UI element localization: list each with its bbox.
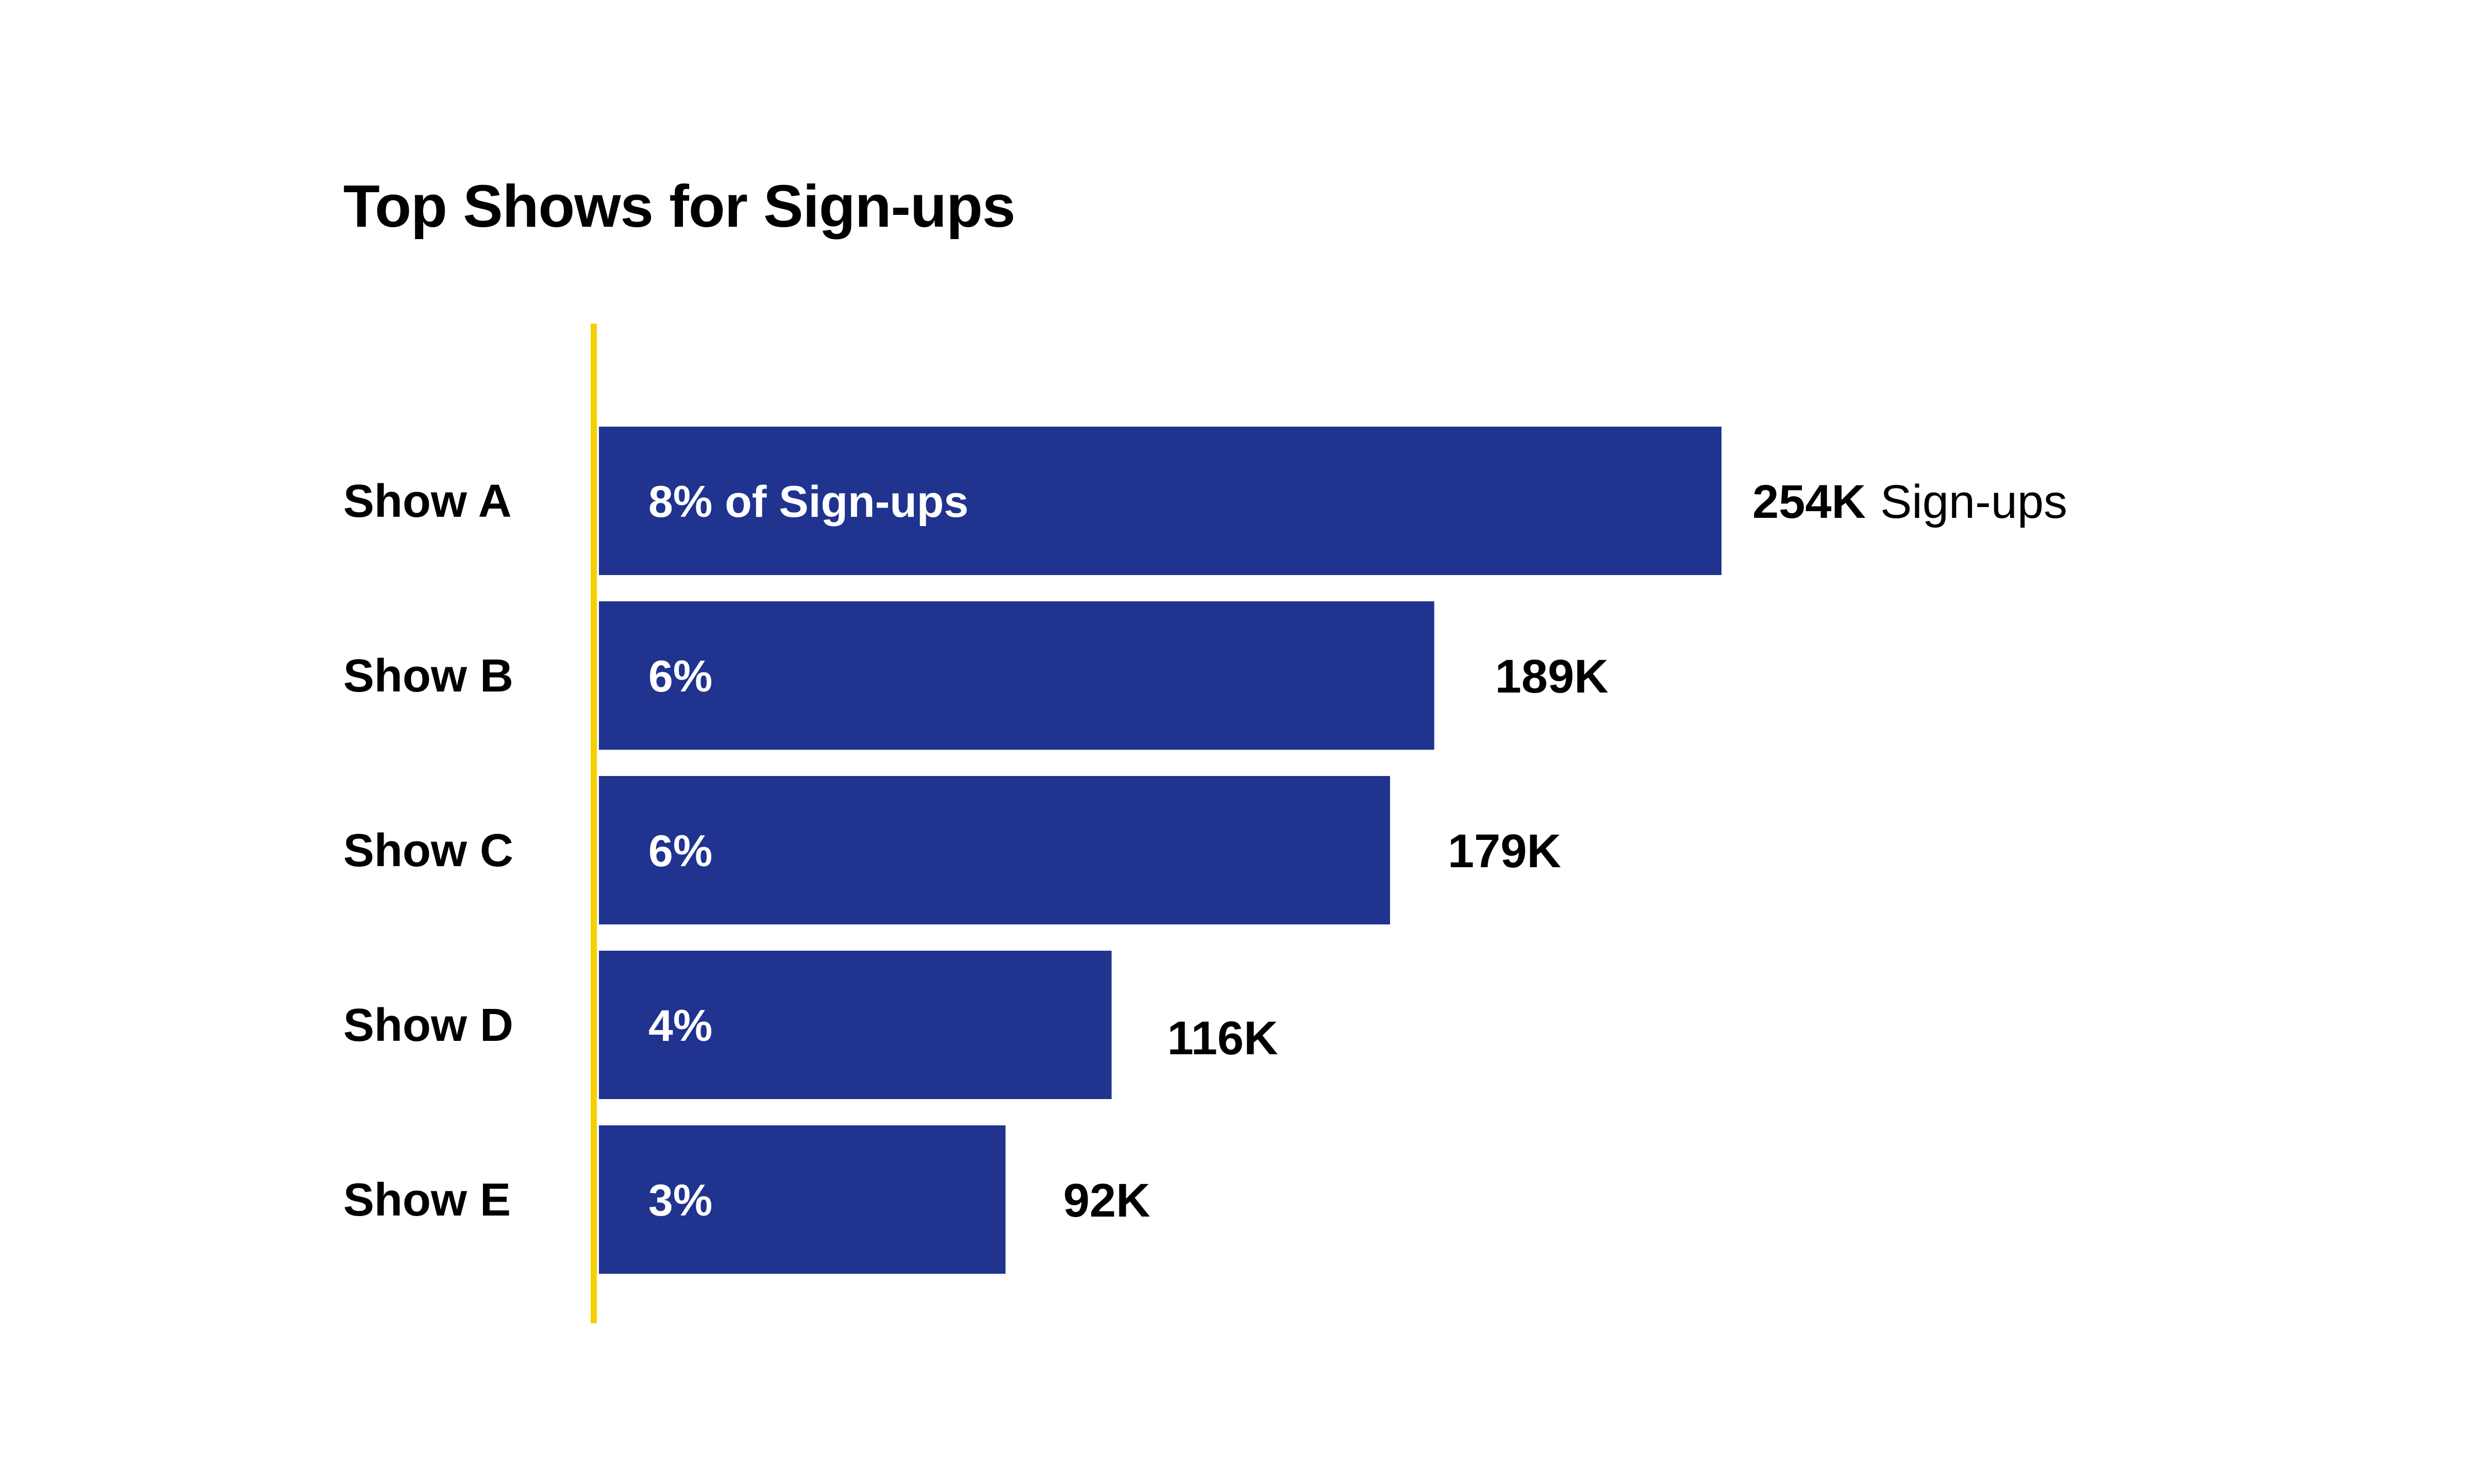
value-label: 189K [1495, 650, 1609, 703]
bar-show-e [599, 1125, 1006, 1274]
value-number: 116K [1167, 1012, 1278, 1065]
labels-layer: Show A 8% of Sign-ups 254K Sign-ups Show B 6%… [343, 476, 2067, 1227]
bar-show-b [599, 601, 1434, 750]
chart-title: Top Shows for Sign-ups [343, 173, 1015, 240]
value-number: 92K [1063, 1174, 1150, 1227]
value-number: 189K [1495, 650, 1609, 703]
value-label: 179K [1448, 825, 1561, 878]
value-number: 179K [1448, 825, 1561, 878]
bar-percent-label: 4% [648, 1001, 712, 1051]
category-label: Show A [343, 476, 512, 527]
bar-percent-label: 6% [648, 652, 712, 701]
category-label: Show D [343, 1000, 513, 1051]
bar-percent-label: 3% [648, 1176, 712, 1225]
category-label: Show E [343, 1174, 511, 1226]
bar-show-d [599, 951, 1112, 1099]
bar-show-c [599, 776, 1390, 924]
bar-percent-label: 8% of Sign-ups [648, 477, 968, 527]
value-unit: Sign-ups [1880, 476, 2067, 528]
category-label: Show C [343, 825, 513, 876]
bar-percent-label: 6% [648, 827, 712, 876]
category-label: Show B [343, 650, 513, 702]
bars-layer [599, 427, 1721, 1274]
value-label: 116K [1167, 1012, 1278, 1065]
bar-show-a [599, 427, 1721, 575]
value-number: 254K [1752, 476, 1866, 528]
value-label: 254K Sign-ups [1752, 476, 2067, 528]
value-label: 92K [1063, 1174, 1150, 1227]
